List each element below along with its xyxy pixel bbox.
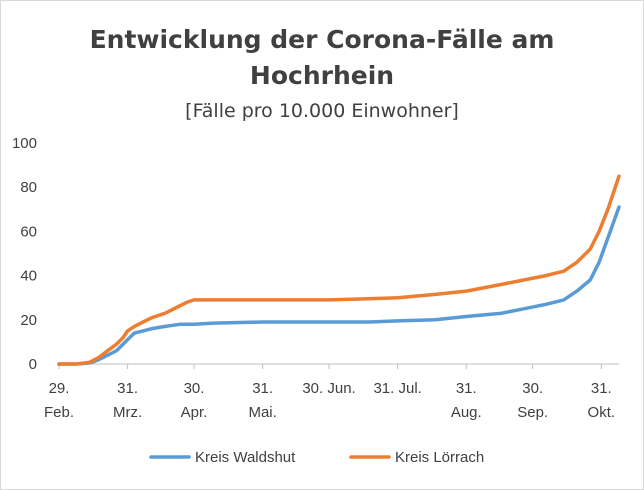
x-tick-label-line1: 29. (49, 380, 70, 397)
y-tick-label: 60 (20, 223, 37, 240)
x-tick-label-line2: Aug. (451, 404, 482, 421)
legend-label: Kreis Waldshut (195, 449, 296, 466)
y-tick-label: 80 (20, 179, 37, 196)
y-tick-label: 20 (20, 312, 37, 329)
x-tick-label-line2: Sep. (517, 404, 548, 421)
x-tick-label-line1: 31. (117, 380, 138, 397)
x-tick-label-line1: 30. (184, 380, 205, 397)
y-tick-label: 0 (29, 356, 37, 373)
x-tick-label-line1: 31. Jul. (373, 380, 421, 397)
x-tick-label-line2: Mai. (248, 404, 276, 421)
x-tick-label-line2: Apr. (181, 404, 208, 421)
x-tick-label-line1: 31. (252, 380, 273, 397)
x-tick-label-line1: 30. (522, 380, 543, 397)
chart-title-line1: Entwicklung der Corona-Fälle am (89, 25, 555, 54)
chart-legend: Kreis Waldshut Kreis Lörrach (149, 449, 484, 466)
chart-title-line2: Hochrhein (249, 61, 395, 90)
x-tick-label-line1: 30. Jun. (302, 380, 355, 397)
legend-label: Kreis Lörrach (395, 449, 484, 466)
chart-subtitle: [Fälle pro 10.000 Einwohner] (185, 100, 459, 122)
series-line-waldshut (57, 205, 621, 366)
y-tick-label: 40 (20, 268, 37, 285)
x-tick-label-line1: 31. (591, 380, 612, 397)
chart-axes: 0 20 40 60 80 100 29. Feb. 31. Mrz. 30. Apr. 31. Mai.… (12, 135, 619, 421)
x-tick-label-line1: 31. (456, 380, 477, 397)
series-line-loerrach (57, 174, 621, 366)
x-tick-label-line2: Feb. (44, 404, 74, 421)
chart-series (57, 174, 621, 366)
y-tick-label: 100 (12, 135, 37, 152)
x-tick-label-line2: Mrz. (113, 404, 142, 421)
x-tick-label-line2: Okt. (588, 404, 616, 421)
